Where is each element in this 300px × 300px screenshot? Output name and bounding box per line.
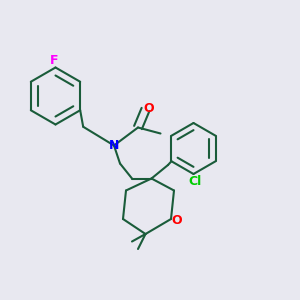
Text: O: O bbox=[171, 214, 182, 227]
Text: Cl: Cl bbox=[188, 175, 202, 188]
Text: N: N bbox=[109, 139, 119, 152]
Text: O: O bbox=[143, 101, 154, 115]
Text: F: F bbox=[50, 53, 58, 67]
